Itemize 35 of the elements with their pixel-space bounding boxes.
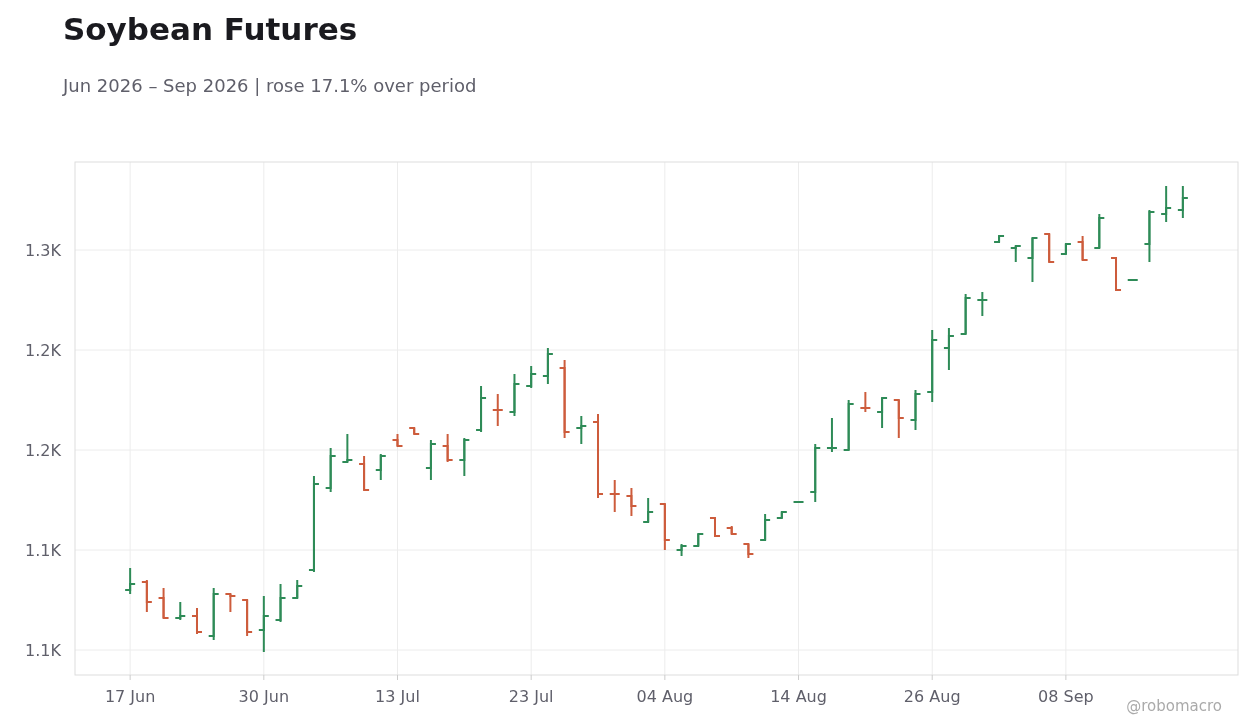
x-tick-label: 30 Jun — [238, 687, 290, 706]
candlestick — [1027, 237, 1038, 283]
candlestick — [760, 513, 771, 541]
candlestick — [275, 583, 286, 623]
candlestick — [626, 487, 637, 517]
x-tick-label: 17 Jun — [104, 687, 156, 706]
candlestick — [141, 579, 152, 613]
candlestick — [643, 497, 654, 523]
candlestick — [442, 433, 453, 463]
candlestick — [1077, 235, 1088, 261]
chart-subtitle: Jun 2026 – Sep 2026 | rose 17.1% over period — [62, 75, 477, 96]
x-tick-label: 04 Aug — [636, 687, 694, 706]
chart-title: Soybean Futures — [63, 11, 358, 47]
candlestick — [459, 437, 470, 477]
text: @robomacro — [1126, 697, 1222, 715]
x-tick-label: 23 Jul — [508, 687, 554, 706]
y-tick-label: 1.2K — [25, 440, 62, 460]
candlestick — [542, 347, 553, 385]
candlestick — [893, 399, 904, 439]
candlestick — [877, 397, 888, 429]
y-tick-label: 1.1K — [25, 540, 62, 560]
x-tick-label: 14 Aug — [770, 687, 827, 706]
x-tick-label: 26 Aug — [903, 687, 961, 706]
candlestick — [158, 587, 169, 619]
candlestick — [1177, 185, 1188, 219]
x-tick-label: 13 Jul — [375, 687, 420, 706]
x-tick-label: 08 Sep — [1038, 687, 1094, 706]
y-tick-label: 1.1K — [25, 640, 62, 660]
candlestick — [191, 607, 202, 635]
y-tick-label: 1.2K — [25, 340, 62, 360]
candlestick — [526, 365, 537, 389]
y-tick-label: 1.3K — [25, 240, 62, 260]
candlestick — [258, 595, 269, 653]
candlestick — [943, 327, 954, 371]
candlestick — [375, 453, 386, 481]
